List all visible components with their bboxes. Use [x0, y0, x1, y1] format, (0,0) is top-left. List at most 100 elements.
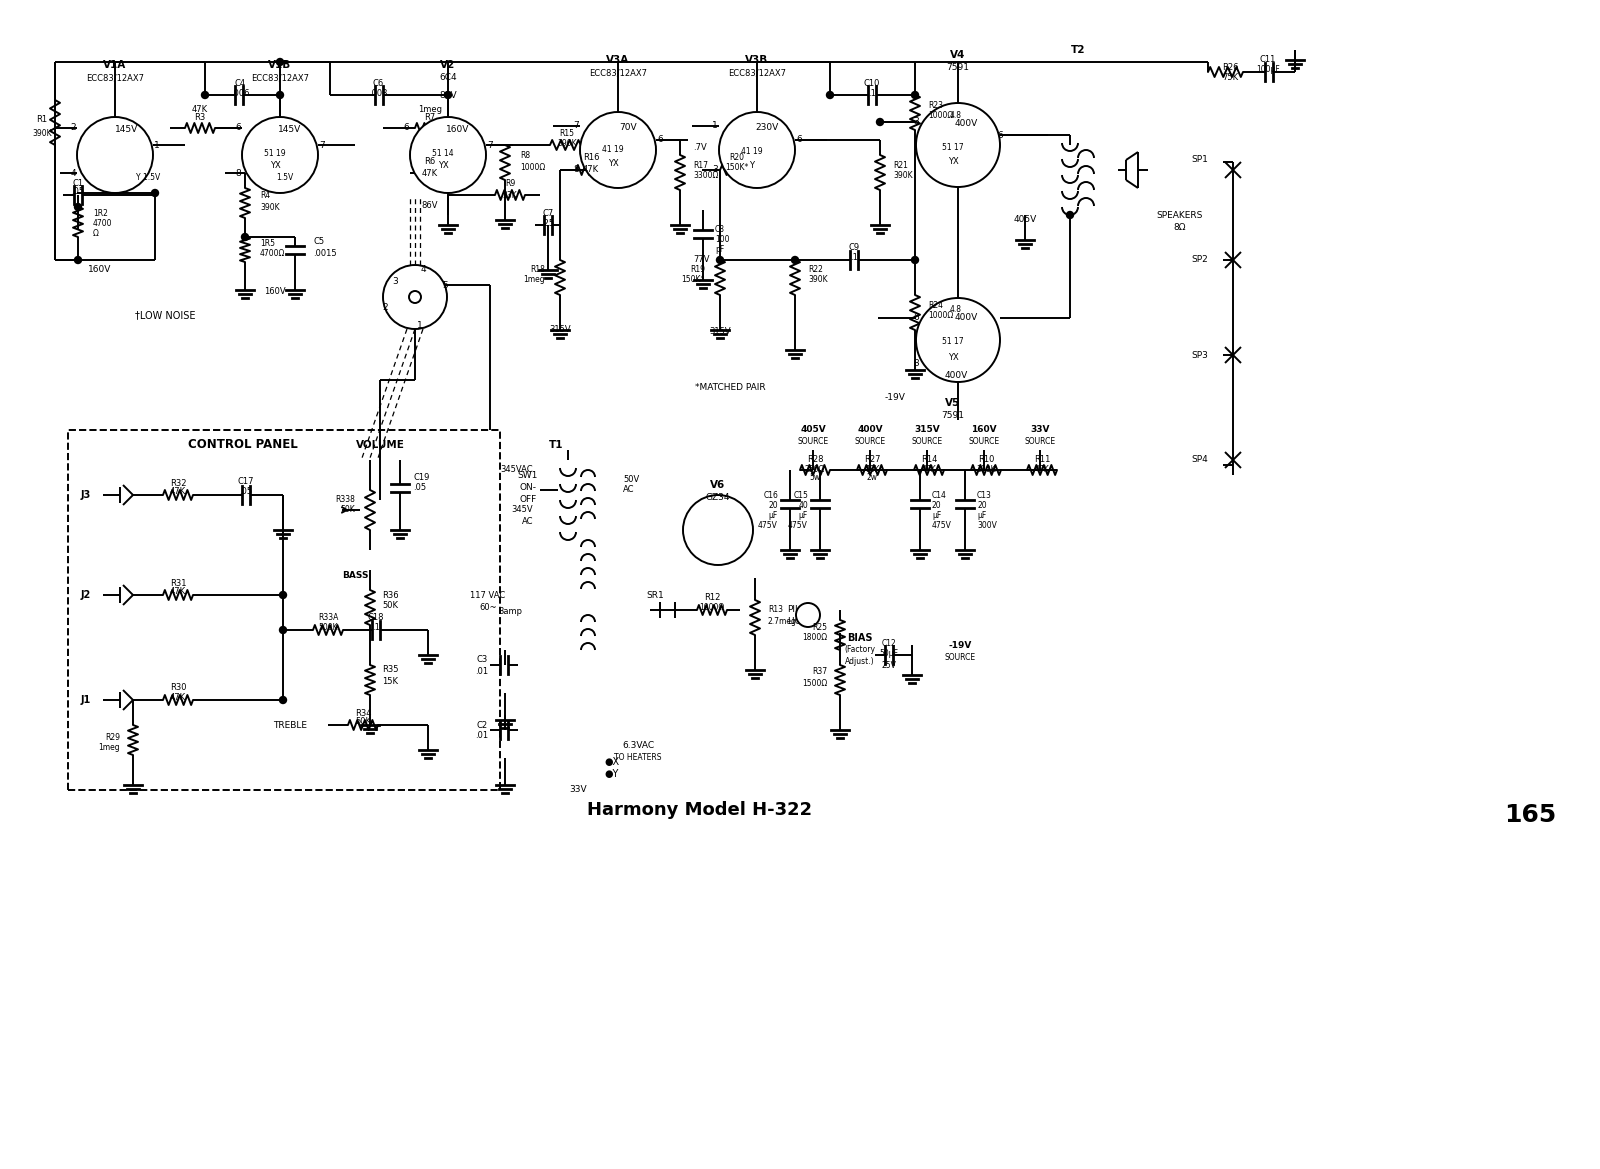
Text: 1000Ω: 1000Ω [928, 311, 954, 320]
Text: (Factory: (Factory [845, 645, 875, 655]
Text: R34: R34 [355, 708, 371, 718]
Text: 47K: 47K [170, 692, 186, 701]
Circle shape [683, 494, 754, 565]
Text: R27: R27 [864, 456, 880, 464]
Text: 50V: 50V [622, 476, 640, 484]
Text: R11: R11 [1034, 456, 1050, 464]
Text: 3: 3 [914, 359, 918, 367]
Text: SP1: SP1 [1192, 155, 1208, 165]
Text: R31: R31 [170, 579, 186, 588]
Text: 160V: 160V [88, 265, 112, 275]
Text: BASS: BASS [342, 570, 368, 580]
Text: .1: .1 [869, 89, 875, 97]
Text: 345V: 345V [512, 505, 533, 514]
Circle shape [77, 117, 154, 193]
Text: 390K: 390K [893, 171, 912, 180]
Text: R25: R25 [813, 623, 827, 632]
Text: 1: 1 [154, 140, 160, 150]
Circle shape [827, 91, 834, 98]
Text: C18: C18 [368, 614, 384, 623]
Text: pF: pF [715, 245, 725, 255]
Text: 2: 2 [382, 304, 387, 312]
Text: R18: R18 [530, 265, 546, 275]
Text: SOURCE: SOURCE [912, 437, 942, 447]
Text: R19: R19 [690, 265, 706, 275]
Text: 7591: 7591 [941, 410, 965, 420]
Text: 50K: 50K [341, 505, 355, 514]
Circle shape [877, 118, 883, 125]
Text: 160V: 160V [446, 125, 470, 134]
Text: SW1: SW1 [518, 470, 538, 479]
Text: ●X: ●X [605, 758, 619, 767]
Text: C14: C14 [931, 491, 947, 499]
Text: R30: R30 [170, 684, 186, 692]
Text: 100μF: 100μF [1256, 65, 1280, 75]
Circle shape [915, 298, 1000, 382]
Text: Adjust.): Adjust.) [845, 657, 875, 666]
Text: R7: R7 [424, 113, 435, 123]
Text: 1500Ω: 1500Ω [802, 678, 827, 687]
Text: μF: μF [798, 511, 808, 519]
Circle shape [792, 256, 798, 263]
Text: 88V: 88V [438, 90, 458, 99]
Text: R32: R32 [170, 478, 186, 487]
Text: SPEAKERS: SPEAKERS [1157, 210, 1203, 220]
Text: .1: .1 [373, 623, 379, 632]
Circle shape [277, 91, 283, 98]
Text: C17: C17 [238, 477, 254, 486]
Text: 75K: 75K [1222, 74, 1238, 83]
Text: V5: V5 [946, 397, 960, 408]
Text: 6: 6 [658, 136, 662, 145]
Text: 51 17: 51 17 [942, 338, 963, 346]
Text: TREBLE: TREBLE [274, 720, 307, 729]
Text: 500K: 500K [318, 623, 338, 631]
Circle shape [410, 117, 486, 193]
Text: 1R5: 1R5 [259, 238, 275, 248]
Text: 5: 5 [442, 281, 448, 290]
Text: 4.8: 4.8 [950, 305, 962, 314]
Text: 150K*: 150K* [725, 164, 749, 173]
Text: ECC83/12AX7: ECC83/12AX7 [86, 74, 144, 83]
Text: R37: R37 [811, 667, 827, 677]
Text: 33K: 33K [502, 191, 517, 200]
Text: .0015: .0015 [314, 249, 336, 257]
Text: 1000Ω: 1000Ω [699, 603, 725, 613]
Text: 7: 7 [573, 122, 579, 131]
Text: J3: J3 [82, 490, 91, 500]
Circle shape [75, 203, 82, 210]
Circle shape [242, 234, 248, 241]
Text: C2: C2 [477, 720, 488, 729]
Text: 33V: 33V [570, 786, 587, 795]
Text: 77V: 77V [693, 256, 709, 264]
Text: 47K: 47K [922, 464, 936, 473]
Text: C13: C13 [978, 491, 992, 499]
Text: †LOW NOISE: †LOW NOISE [134, 310, 195, 320]
Text: 7591: 7591 [947, 63, 970, 72]
Text: R22: R22 [808, 265, 822, 275]
Text: μF: μF [978, 511, 986, 519]
Text: 1000Ω: 1000Ω [520, 162, 546, 172]
Text: ON-: ON- [520, 483, 536, 491]
Text: 60~: 60~ [478, 602, 498, 611]
Text: 6.3VAC: 6.3VAC [622, 740, 654, 749]
Text: 400V: 400V [858, 426, 883, 435]
Circle shape [718, 112, 795, 188]
Text: 475V: 475V [931, 520, 952, 530]
Text: 315V: 315V [914, 426, 939, 435]
Text: R10: R10 [978, 456, 994, 464]
Text: R26: R26 [1222, 63, 1238, 72]
Text: 51 17: 51 17 [942, 144, 963, 152]
Text: 1.5V: 1.5V [277, 173, 294, 182]
Text: -19V: -19V [949, 641, 971, 650]
Text: 3: 3 [712, 166, 718, 174]
Text: 300V: 300V [978, 520, 997, 530]
Text: 8: 8 [235, 168, 242, 178]
Text: R338: R338 [334, 496, 355, 505]
Text: 40: 40 [798, 500, 808, 510]
Text: 4700: 4700 [93, 220, 112, 228]
Text: 7: 7 [486, 140, 493, 150]
Text: C10: C10 [864, 78, 880, 88]
Text: GZ34: GZ34 [706, 492, 730, 502]
Text: C5: C5 [314, 237, 325, 247]
Text: .25: .25 [541, 219, 555, 228]
